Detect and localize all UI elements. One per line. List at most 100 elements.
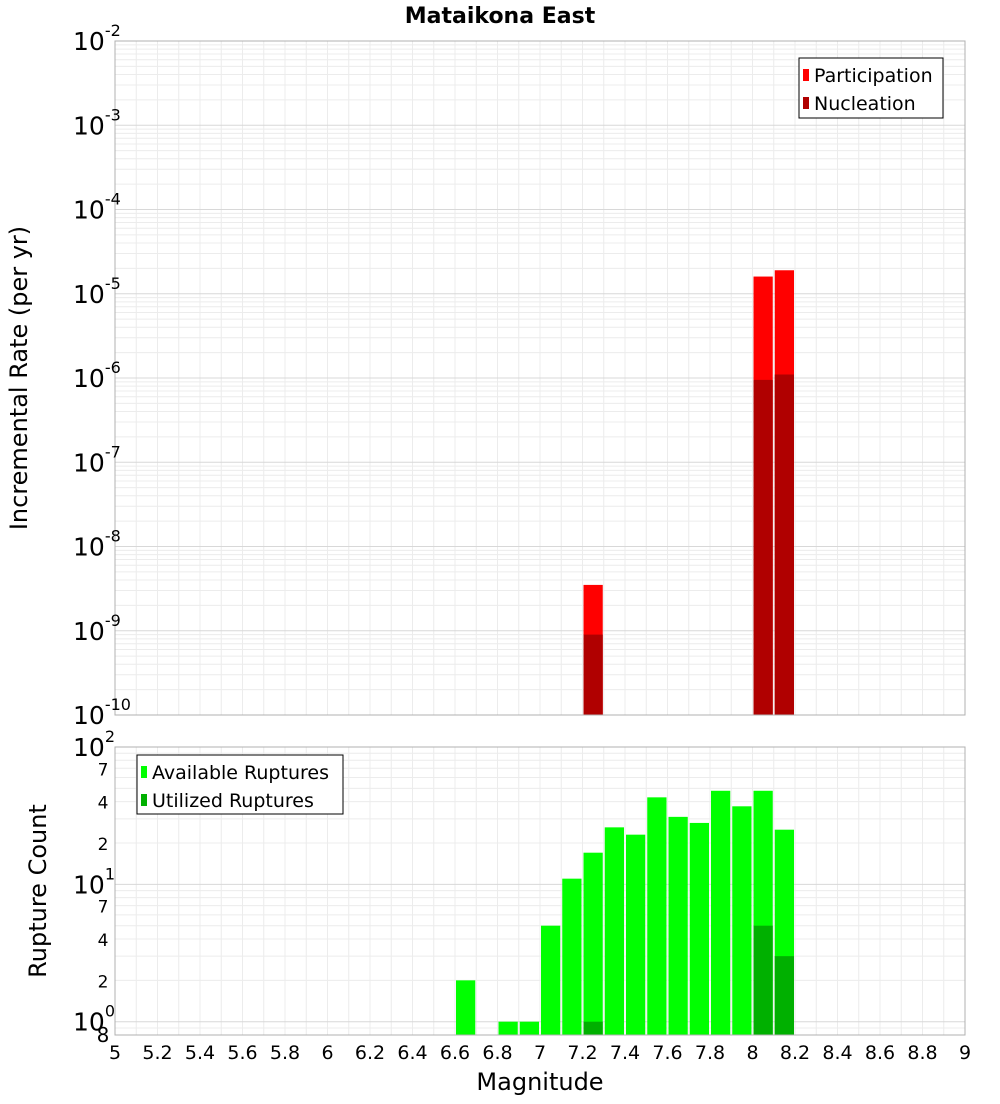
y-tick-exponent: -4 <box>105 190 121 209</box>
bar-available-ruptures <box>626 834 646 1035</box>
bar-available-ruptures <box>689 822 709 1035</box>
x-tick-label: 6.8 <box>482 1042 512 1064</box>
bar-utilized-ruptures <box>583 1021 603 1035</box>
plot-frame <box>114 40 966 716</box>
bar-available-ruptures <box>498 1021 518 1035</box>
x-tick-label: 8.8 <box>907 1042 937 1064</box>
bar-available-ruptures <box>711 790 731 1035</box>
y-tick-exponent: 0 <box>105 1002 115 1021</box>
y-tick-label: 10-5 <box>73 274 121 309</box>
x-tick-label: 7.8 <box>695 1042 725 1064</box>
legend: Available Ruptures Utilized Ruptures <box>136 754 344 815</box>
x-tick-label: 7.4 <box>610 1042 640 1064</box>
y-tick-exponent: -2 <box>105 21 121 40</box>
bar-available-ruptures <box>541 925 561 1035</box>
y-tick-label: 10-7 <box>73 442 121 477</box>
y-tick-label: 4 <box>98 931 109 951</box>
y-tick-label: 7 <box>98 898 109 918</box>
legend-swatch <box>141 794 147 806</box>
x-tick-label: 8.4 <box>822 1042 852 1064</box>
y-tick-label: 10-8 <box>73 527 121 562</box>
bar-available-ruptures <box>562 878 582 1035</box>
y-tick-label: 8 <box>97 1023 110 1047</box>
chart-title: Mataikona East <box>405 4 596 29</box>
legend-swatch <box>803 97 809 109</box>
y-axis-label: Rupture Count <box>24 804 52 978</box>
x-tick-label: 7.6 <box>652 1042 682 1064</box>
y-tick-label: 10-10 <box>73 695 131 730</box>
x-tick-label: 5.6 <box>227 1042 257 1064</box>
y-tick-label: 10-3 <box>73 105 121 140</box>
y-tick-label: 2 <box>98 972 109 992</box>
y-tick-label: 102 <box>73 727 115 762</box>
y-tick-base: 10 <box>73 196 105 225</box>
legend-swatch <box>803 69 809 81</box>
x-tick-label: 6 <box>321 1042 333 1064</box>
y-tick-label: 4 <box>98 794 109 814</box>
y-tick-base: 10 <box>73 533 105 562</box>
bar-available-ruptures <box>668 816 688 1035</box>
bar-available-ruptures <box>456 980 476 1035</box>
legend: Participation Nucleation <box>798 57 944 119</box>
x-tick-label: 8.2 <box>780 1042 810 1064</box>
y-tick-exponent: -6 <box>105 358 121 377</box>
x-tick-label: 5.2 <box>142 1042 172 1064</box>
legend-box <box>798 57 944 119</box>
y-tick-base: 10 <box>73 448 105 477</box>
legend-swatch <box>141 766 147 778</box>
legend-label: Utilized Ruptures <box>152 790 314 812</box>
bar-nucleation <box>753 379 773 715</box>
legend-label: Nucleation <box>814 93 916 115</box>
bar-available-ruptures <box>604 827 624 1035</box>
y-axis-label: Incremental Rate (per yr) <box>5 226 33 530</box>
bar-nucleation <box>774 374 794 715</box>
x-tick-label: 8.6 <box>865 1042 895 1064</box>
bar-available-ruptures <box>647 797 667 1035</box>
y-tick-base: 10 <box>73 870 105 899</box>
x-tick-label: 5.4 <box>185 1042 215 1064</box>
x-tick-label: 6.6 <box>440 1042 470 1064</box>
y-tick-label: 100 <box>73 1002 115 1037</box>
y-tick-base: 10 <box>73 733 105 762</box>
y-tick-exponent: -3 <box>105 105 121 124</box>
y-tick-label: 7 <box>98 760 109 780</box>
y-tick-exponent: 1 <box>105 864 115 883</box>
y-tick-base: 10 <box>73 111 105 140</box>
x-axis-label: Magnitude <box>476 1068 603 1096</box>
bar-utilized-ruptures <box>774 956 794 1035</box>
x-tick-label: 9 <box>959 1042 971 1064</box>
y-tick-base: 10 <box>73 27 105 56</box>
y-tick-exponent: -8 <box>105 527 121 546</box>
x-tick-label: 8 <box>746 1042 758 1064</box>
y-tick-exponent: -7 <box>105 442 121 461</box>
y-tick-label: 10-2 <box>73 21 121 56</box>
y-tick-label: 10-4 <box>73 190 121 225</box>
plot-frame <box>114 746 966 1036</box>
legend-box <box>136 754 344 815</box>
bar-available-ruptures <box>519 1021 539 1035</box>
y-tick-base: 10 <box>73 280 105 309</box>
x-tick-label: 5.8 <box>270 1042 300 1064</box>
x-tick-label: 7.2 <box>567 1042 597 1064</box>
y-tick-base: 10 <box>73 364 105 393</box>
y-tick-exponent: -10 <box>105 695 131 714</box>
y-tick-exponent: 2 <box>105 727 115 746</box>
bar-utilized-ruptures <box>753 925 773 1035</box>
x-tick-label: 5 <box>109 1042 121 1064</box>
x-tick-label: 7 <box>534 1042 546 1064</box>
y-tick-label: 10-9 <box>73 611 121 646</box>
y-tick-exponent: -5 <box>105 274 121 293</box>
y-tick-label: 2 <box>98 835 109 855</box>
legend-label: Available Ruptures <box>152 762 329 784</box>
x-tick-label: 6.4 <box>397 1042 427 1064</box>
y-tick-base: 10 <box>73 701 105 730</box>
y-tick-base: 10 <box>73 617 105 646</box>
y-tick-label: 101 <box>73 864 115 899</box>
bar-available-ruptures <box>732 806 752 1035</box>
bar-available-ruptures <box>583 852 603 1035</box>
y-tick-label: 10-6 <box>73 358 121 393</box>
x-tick-label: 6.2 <box>355 1042 385 1064</box>
legend-label: Participation <box>814 65 933 87</box>
